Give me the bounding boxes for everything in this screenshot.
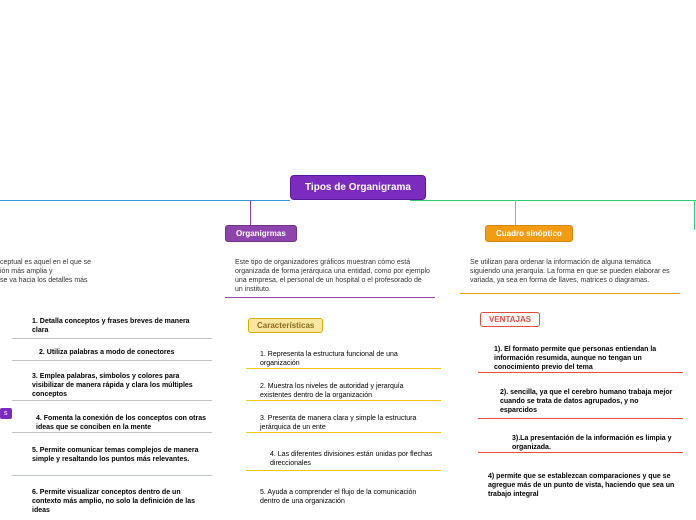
col3-desc-line	[460, 293, 680, 294]
col1-line-4	[12, 432, 212, 433]
col3-desc: Se utilizan para ordenar la información …	[470, 258, 675, 285]
col3-label-text: Cuadro sinóptico	[496, 229, 562, 238]
drop-col3	[515, 200, 516, 225]
col1-line-5	[12, 475, 212, 476]
col3-line-3	[478, 452, 683, 453]
col2-label-text: Organigrmas	[236, 229, 286, 238]
col1-item-6: 6. Permite visualizar conceptos dentro d…	[28, 486, 213, 517]
col2-line-1	[246, 368, 441, 369]
col3-item-3: 3).La presentación de la información es …	[508, 432, 683, 454]
col2-desc-line	[225, 297, 435, 298]
col1-item-4: 4. Fomenta la conexión de los conceptos …	[32, 412, 212, 434]
col1-line-2	[12, 360, 212, 361]
col3-item-2: 2). sencilla, ya que el cerebro humano t…	[496, 386, 681, 417]
col2-sub: Características	[248, 318, 323, 333]
col2-item-2: 2. Muestra los niveles de autoridad y je…	[256, 380, 441, 402]
col3-item-4: 4) permite que se establezcan comparacio…	[484, 470, 684, 501]
drop-col2	[250, 200, 251, 225]
col2-item-5: 5. Ayuda a comprender el flujo de la com…	[256, 486, 441, 508]
side-tab: s	[0, 408, 12, 419]
col1-item-1: 1. Detalla conceptos y frases breves de …	[28, 315, 208, 337]
col2-line-3	[246, 432, 441, 433]
connector-left	[0, 200, 290, 201]
col3-sub-text: VENTAJAS	[489, 315, 531, 324]
col3-label: Cuadro sinóptico	[485, 225, 573, 242]
root-title: Tipos de Organigrama	[305, 182, 411, 193]
col3-line-2	[478, 418, 683, 419]
col1-line-1	[12, 338, 212, 339]
col1-item-5: 5. Permite comunicar temas complejos de …	[28, 444, 213, 466]
col1-item-2: 2. Utiliza palabras a modo de conectores	[35, 346, 210, 359]
col2-sub-text: Características	[257, 321, 314, 330]
col2-item-4: 4. Las diferentes divisiones están unida…	[266, 448, 441, 470]
col3-line-1	[478, 372, 683, 373]
drop-col4	[694, 200, 695, 230]
root-node: Tipos de Organigrama	[290, 175, 426, 200]
col2-line-4	[246, 470, 441, 471]
col2-desc: Este tipo de organizadores gráficos mues…	[235, 258, 430, 294]
col3-sub: VENTAJAS	[480, 312, 540, 327]
col2-line-2	[246, 400, 441, 401]
col1-item-3: 3. Emplea palabras, símbolos y colores p…	[28, 370, 213, 401]
col2-item-3: 3. Presenta de manera clara y simple la …	[256, 412, 441, 434]
connector-right	[410, 200, 696, 201]
col2-item-1: 1. Representa la estructura funcional de…	[256, 348, 436, 370]
col1-desc: ceptual es aquel en el que se ión más am…	[0, 258, 120, 285]
col3-item-1: 1). El formato permite que personas enti…	[490, 343, 680, 374]
col1-line-3	[12, 400, 212, 401]
col2-label: Organigrmas	[225, 225, 297, 242]
